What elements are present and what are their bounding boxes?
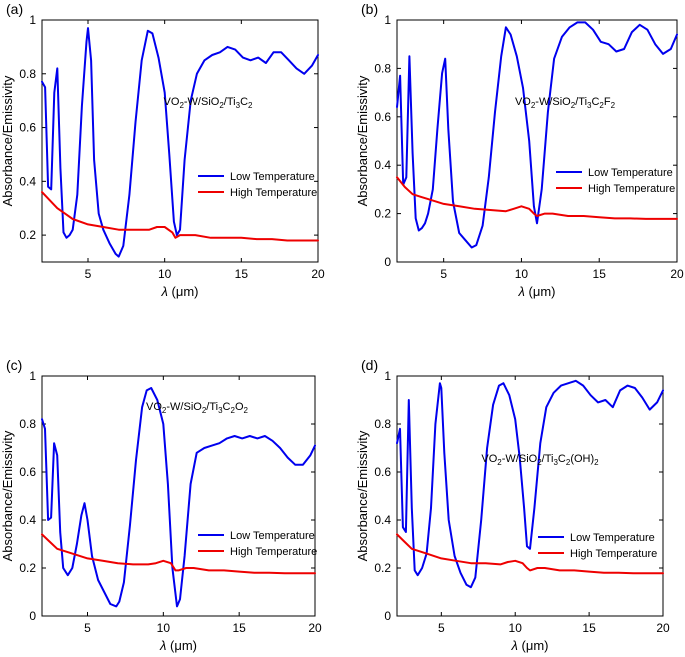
plot-frame [396,19,678,263]
y-tick-label: 0.8 [19,67,36,81]
material-annotation: VO2-W/SiO2/Ti3C2O2 [146,401,249,415]
y-tick-label: 0.8 [374,61,391,75]
legend: Low Temperature High Temperature [198,530,317,558]
series-line-low-temperature [41,27,319,258]
legend-label-low-temperature: Low Temperature [230,171,315,183]
material-annotation: VO2-W/SiO2/Ti3C2 [164,96,253,110]
y-tick-label: 0.6 [374,465,391,479]
y-tick-label: 0.2 [374,561,391,575]
x-axis-label: λ (μm) [159,638,197,653]
y-tick-label: 0.6 [19,121,36,135]
y-tick-label: 1 [384,13,391,27]
panel-label: (c) [6,357,22,373]
x-tick-label: 20 [656,621,670,635]
y-axis-label: Absorbance/Emissivity [0,75,15,206]
plot-frame [41,375,316,617]
x-tick-label: 10 [515,267,529,281]
chart-panel-a: 5 10 15 20 0.2 0.4 0.6 0.8 1 (a) Absorbance/Emissi… [0,1,325,299]
x-tick-label: 15 [235,267,249,281]
panel-label: (d) [361,357,378,373]
x-tick-label: 10 [509,621,523,635]
y-tick-label: 0.4 [19,174,36,188]
y-tick-label: 0.8 [374,417,391,431]
y-tick-label: 0 [384,609,391,623]
series-line-low-temperature [396,21,678,249]
y-tick-label: 1 [29,13,36,27]
y-tick-label: 1 [384,369,391,383]
x-tick-label: 15 [232,621,246,635]
y-tick-label: 0 [384,255,391,269]
series-line-low-temperature [396,379,664,589]
x-tick-label: 5 [84,621,91,635]
plot-frame [396,375,664,617]
legend: Low Temperature High Temperature [556,167,675,195]
x-tick-label: 5 [440,267,447,281]
series-line-high-temperature [396,533,664,575]
material-annotation: VO2-W/SiO2/Ti3C2F2 [515,96,616,110]
y-tick-label: 0 [29,609,36,623]
legend-label-high-temperature: High Temperature [230,546,317,558]
legend-label-low-temperature: Low Temperature [230,530,315,542]
x-tick-label: 20 [308,621,322,635]
x-tick-label: 10 [157,621,171,635]
y-axis-label: Absorbance/Emissivity [355,75,370,206]
plot-frame [41,19,319,263]
x-tick-label: 5 [85,267,92,281]
x-tick-label: 20 [670,267,684,281]
y-tick-label: 1 [29,369,36,383]
series-line-low-temperature [41,387,316,608]
legend-label-low-temperature: Low Temperature [588,167,673,179]
y-tick-label: 0.8 [19,417,36,431]
x-axis-label: λ (μm) [511,638,549,653]
x-axis-label: λ (μm) [161,284,199,299]
x-tick-label: 20 [311,267,325,281]
y-tick-label: 0.4 [374,513,391,527]
y-tick-label: 0.4 [374,158,391,172]
series-line-high-temperature [41,191,319,242]
legend-label-high-temperature: High Temperature [570,548,657,560]
x-tick-label: 10 [158,267,172,281]
x-axis-label: λ (μm) [518,284,556,299]
panel-label: (b) [361,1,378,17]
y-tick-label: 0.6 [374,110,391,124]
chart-panel-d: 5 10 15 20 0 0.2 0.4 0.6 0.8 1 (d) Absorbance/Emiss… [355,357,670,653]
legend-label-low-temperature: Low Temperature [570,532,655,544]
legend: Low Temperature High Temperature [538,532,657,560]
chart-panel-c: 5 10 15 20 0 0.2 0.4 0.6 0.8 1 (c) Absorbance/Emiss… [0,357,322,653]
material-annotation: VO2-W/SiO2/Ti3C2(OH)2 [481,453,599,467]
y-tick-label: 0.2 [19,561,36,575]
y-axis-label: Absorbance/Emissivity [355,430,370,561]
y-tick-label: 0.6 [19,465,36,479]
x-tick-label: 15 [593,267,607,281]
legend-label-high-temperature: High Temperature [588,183,675,195]
series-line-high-temperature [396,176,678,220]
chart-panel-b: 5 10 15 20 0 0.2 0.4 0.6 0.8 1 (b) Absorbance/Emiss… [355,1,684,299]
legend: Low Temperature High Temperature [198,171,317,199]
x-tick-label: 5 [438,621,445,635]
y-tick-label: 0.2 [19,228,36,242]
y-tick-label: 0.4 [19,513,36,527]
panel-label: (a) [6,1,23,17]
y-tick-label: 0.2 [374,207,391,221]
series-line-high-temperature [41,533,316,575]
y-axis-label: Absorbance/Emissivity [0,430,15,561]
x-tick-label: 15 [582,621,596,635]
legend-label-high-temperature: High Temperature [230,187,317,199]
